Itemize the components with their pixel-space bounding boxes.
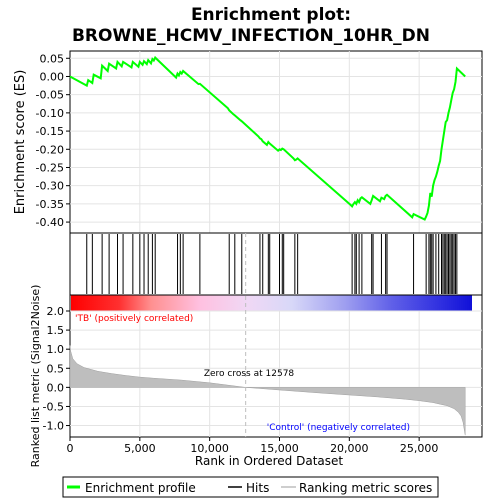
metric-y-tick-label: -0.5 [43, 400, 64, 413]
metric-y-ticks: 2.0 1.5 1.0 0.5 0.0 -0.5 -1.0 [43, 305, 70, 433]
es-y-ticks: 0.05 0.00 -0.05 -0.10 -0.15 -0.20 -0.25 -0.30 -0… [36, 52, 70, 229]
x-tick-label: 20,000 [330, 442, 369, 455]
rank-color-bar [69, 294, 483, 312]
ranking-metric-area [69, 345, 466, 436]
hits-panel-frame [69, 232, 483, 296]
zero-cross-label: Zero cross at 12578 [204, 369, 295, 379]
legend-hits-label: Hits [246, 481, 269, 495]
metric-panel: 2.0 1.5 1.0 0.5 0.0 -0.5 -1.0 0 5,000 10,000 15,0… [29, 233, 483, 468]
negative-correlation-label: 'Control' (negatively correlated) [267, 423, 410, 433]
es-y-tick-label: 0.05 [40, 52, 65, 65]
positive-correlation-label: 'TB' (positively correlated) [75, 314, 193, 324]
x-tick-label: 0 [67, 442, 74, 455]
hits-panel [69, 232, 483, 296]
x-tick-label: 5,000 [124, 442, 156, 455]
es-y-tick-label: -0.25 [36, 161, 64, 174]
hit-markers [86, 234, 458, 294]
metric-y-tick-label: 1.5 [47, 324, 65, 337]
es-y-axis-label: Enrichment score (ES) [13, 70, 28, 215]
metric-y-tick-label: 0.5 [47, 362, 65, 375]
x-tick-label: 25,000 [400, 442, 439, 455]
enrichment-profile-line [69, 55, 466, 221]
es-y-tick-label: -0.05 [36, 89, 64, 102]
metric-y-tick-label: 2.0 [47, 305, 65, 318]
legend-ranking-label: Ranking metric scores [299, 481, 432, 495]
metric-y-axis-label: Ranked list metric (Signal2Noise) [29, 285, 42, 468]
x-axis-label: Rank in Ordered Dataset [195, 454, 343, 468]
es-panel: 0.05 0.00 -0.05 -0.10 -0.15 -0.20 -0.25 -0.30 -0… [13, 50, 483, 234]
legend-enrichment-label: Enrichment profile [85, 481, 196, 495]
plot-title-line2: BROWNE_HCMV_INFECTION_10HR_DN [72, 26, 430, 46]
x-ticks: 0 5,000 10,000 15,000 20,000 25,000 [67, 437, 439, 455]
legend: Enrichment profile Hits Ranking metric s… [62, 476, 439, 498]
x-tick-label: 15,000 [260, 442, 299, 455]
es-y-tick-label: 0.00 [40, 70, 65, 83]
x-tick-label: 10,000 [190, 442, 229, 455]
es-y-tick-label: -0.40 [36, 216, 64, 229]
es-y-tick-label: -0.10 [36, 107, 64, 120]
es-panel-frame [69, 50, 483, 234]
plot-title-line1: Enrichment plot: [191, 5, 351, 25]
es-y-tick-label: -0.20 [36, 143, 64, 156]
metric-panel-frame [69, 310, 483, 438]
metric-y-tick-label: 0.0 [47, 381, 65, 394]
metric-y-tick-label: 1.0 [47, 343, 65, 356]
es-y-tick-label: -0.35 [36, 198, 64, 211]
es-y-tick-label: -0.15 [36, 125, 64, 138]
rank-color-bar-fill [71, 295, 472, 311]
es-y-tick-label: -0.30 [36, 180, 64, 193]
legend-frame [62, 476, 439, 498]
metric-y-tick-label: -1.0 [43, 420, 64, 433]
